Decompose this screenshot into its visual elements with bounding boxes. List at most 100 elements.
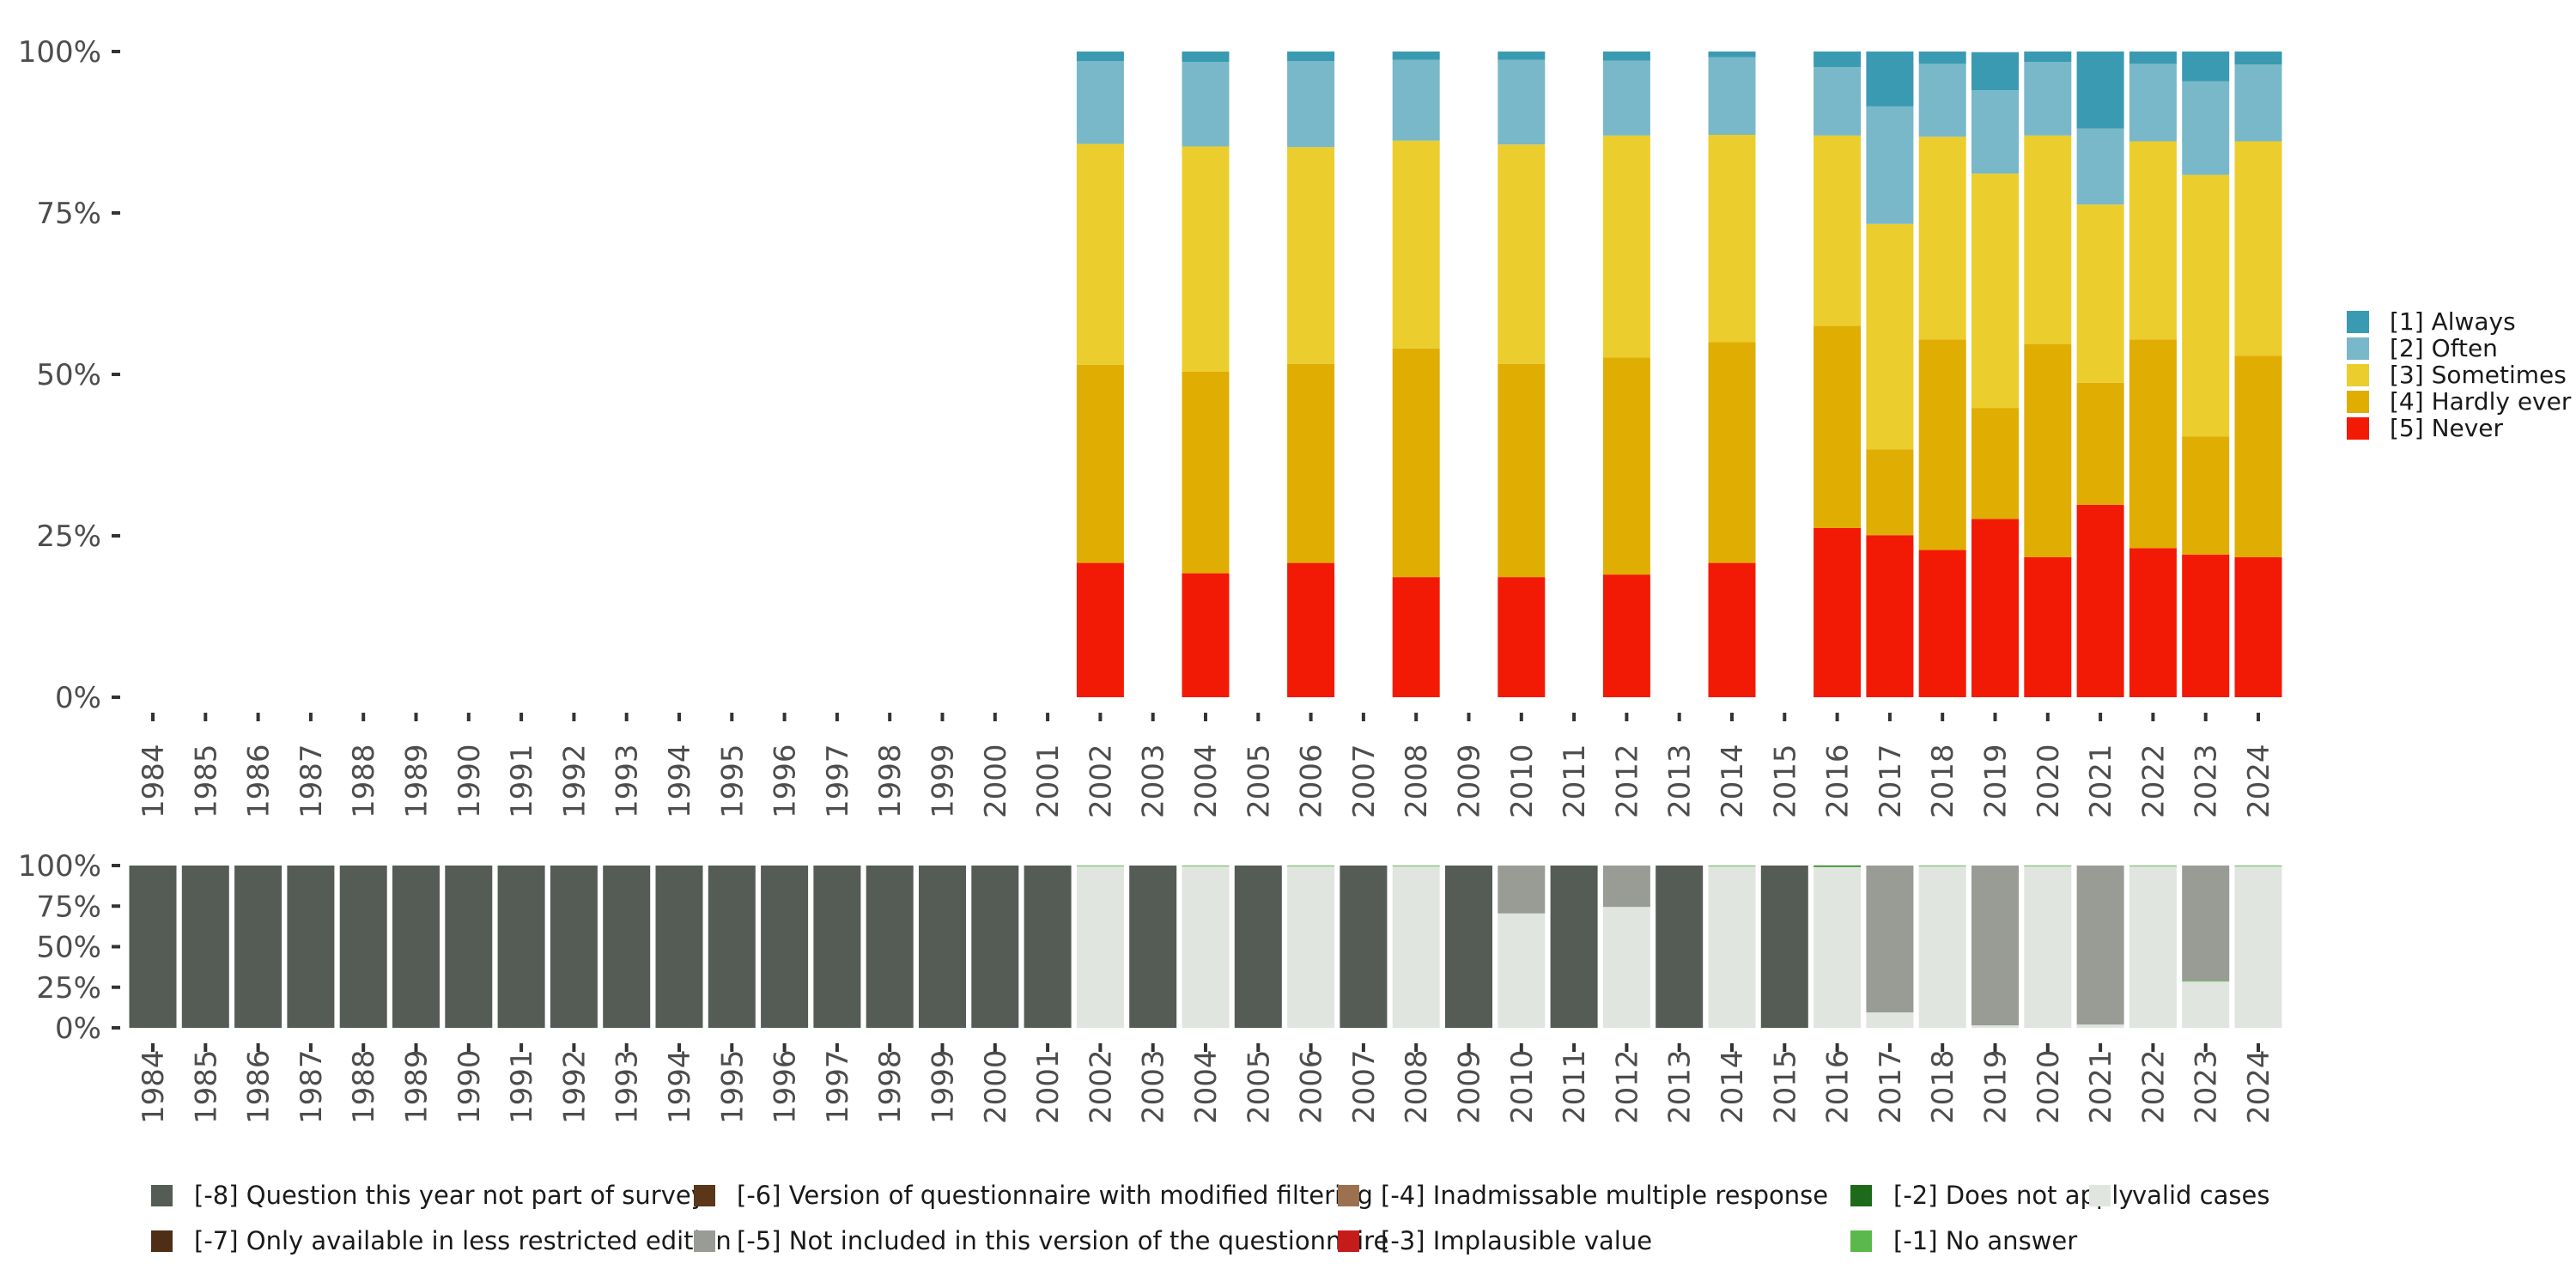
response-xtick-label: 2007 (1347, 744, 1382, 818)
response-xtick-label: 1992 (557, 744, 592, 818)
missing-xtick-label: 2005 (1242, 1049, 1276, 1124)
missing-bar (1340, 866, 1388, 1028)
missing-bar (761, 866, 809, 1028)
missing-bar (287, 866, 335, 1028)
response-bar (1602, 357, 1650, 575)
response-xtick-label: 2012 (1610, 744, 1644, 818)
missing-xtick-label: 2010 (1505, 1049, 1540, 1124)
missing-bar (1498, 866, 1546, 914)
missing-bar (2024, 866, 2072, 1028)
response-bar (1076, 364, 1124, 563)
response-bar (1287, 52, 1335, 62)
response-xtick-label: 1991 (505, 744, 539, 818)
missing-bar (1814, 866, 1862, 1028)
missing-bar (550, 866, 598, 1028)
missing-bar (2182, 981, 2230, 1028)
response-xtick-label: 2018 (1926, 744, 1960, 818)
response-bar (1971, 519, 2019, 697)
missing-bar (392, 866, 440, 1028)
missing-xtick-label: 2014 (1716, 1049, 1750, 1124)
response-xtick-label: 2004 (1189, 744, 1224, 818)
response-xtick-label: 2010 (1505, 744, 1540, 818)
missing-xtick-label: 1996 (769, 1049, 803, 1124)
response-bar (2024, 52, 2072, 63)
missing-xtick-label: 1986 (242, 1049, 276, 1124)
missing-xtick-label: 2001 (1031, 1049, 1066, 1124)
missing-legend-swatch (2089, 1185, 2111, 1206)
missing-ytick-label: 75% (36, 890, 101, 924)
missing-bar (2129, 866, 2177, 1028)
missing-legend-swatch (1338, 1230, 1359, 1252)
response-xtick-label: 1999 (927, 744, 961, 818)
response-bar (1814, 527, 1862, 697)
missing-xtick-label: 1998 (873, 1049, 908, 1124)
response-xtick-label: 2015 (1768, 744, 1802, 818)
missing-bar (1760, 866, 1808, 1028)
response-bar (1182, 371, 1230, 574)
missing-bar (2076, 1024, 2124, 1028)
response-xtick-label: 2021 (2084, 744, 2118, 818)
response-ytick-label: 0% (55, 681, 101, 715)
response-bar (1866, 106, 1914, 224)
response-bar (1971, 52, 2019, 91)
missing-legend-label: [-3] Implausible value (1381, 1226, 1652, 1255)
missing-xtick-label: 2022 (2136, 1049, 2171, 1124)
response-xtick-label: 2009 (1453, 744, 1487, 818)
response-bar (1182, 52, 1230, 63)
response-xtick-label: 2006 (1295, 744, 1329, 818)
response-bar (1708, 57, 1756, 136)
missing-bar (1076, 866, 1124, 1028)
response-bar (1076, 143, 1124, 365)
response-bar (1287, 61, 1335, 148)
missing-legend-swatch (151, 1185, 173, 1206)
missing-legend-swatch (1338, 1185, 1359, 1206)
missing-ytick-label: 100% (18, 849, 101, 884)
response-ytick-label: 25% (36, 519, 101, 554)
response-bar (1287, 562, 1335, 697)
response-legend-label: [4] Hardly ever (2390, 387, 2572, 416)
missing-xtick-label: 2019 (1979, 1049, 2014, 1124)
missing-xtick-label: 2015 (1768, 1049, 1802, 1124)
missing-xtick-label: 2006 (1295, 1049, 1329, 1124)
missing-bar (1656, 866, 1704, 1028)
missing-xtick-label: 1988 (347, 1049, 381, 1124)
missing-bar (2234, 866, 2282, 1028)
response-bar (1287, 147, 1335, 364)
missing-xtick-label: 1991 (505, 1049, 539, 1124)
response-xtick-label: 2017 (1874, 744, 1908, 818)
response-xtick-label: 2019 (1979, 744, 2014, 818)
missing-bar (234, 866, 283, 1028)
response-bar (2129, 339, 2177, 549)
response-xtick-label: 1989 (400, 744, 434, 818)
response-legend-label: [1] Always (2390, 307, 2516, 336)
response-bar (1602, 60, 1650, 136)
response-bar (1392, 577, 1440, 697)
response-bar (2182, 174, 2230, 437)
missing-bar (1024, 866, 1072, 1028)
missing-values-legend: [-8] Question this year not part of surv… (151, 1181, 2269, 1255)
response-bar (1392, 52, 1440, 60)
response-xtick-label: 1990 (453, 744, 487, 818)
response-xtick-label: 1998 (873, 744, 908, 818)
response-bar (1814, 52, 1862, 68)
response-bar (2129, 64, 2177, 142)
response-xtick-label: 2002 (1084, 744, 1118, 818)
missing-xtick-label: 1985 (189, 1049, 223, 1124)
missing-xtick-label: 2013 (1663, 1049, 1698, 1124)
response-bar (1971, 173, 2019, 409)
response-xtick-label: 2003 (1137, 744, 1171, 818)
missing-xtick-label: 2016 (1821, 1049, 1856, 1124)
response-legend-swatch (2347, 391, 2369, 413)
missing-bar (1602, 907, 1650, 1028)
response-xtick-label: 2014 (1716, 744, 1750, 818)
response-bar (1918, 137, 1966, 340)
missing-xtick-label: 2018 (1926, 1049, 1960, 1124)
missing-xtick-label: 2003 (1137, 1049, 1171, 1124)
response-bar (2024, 343, 2072, 557)
response-bar (1287, 363, 1335, 563)
missing-xtick-label: 2023 (2190, 1049, 2224, 1124)
response-bar (2182, 554, 2230, 697)
response-bar (2182, 52, 2230, 82)
response-ytick-label: 75% (36, 197, 101, 231)
